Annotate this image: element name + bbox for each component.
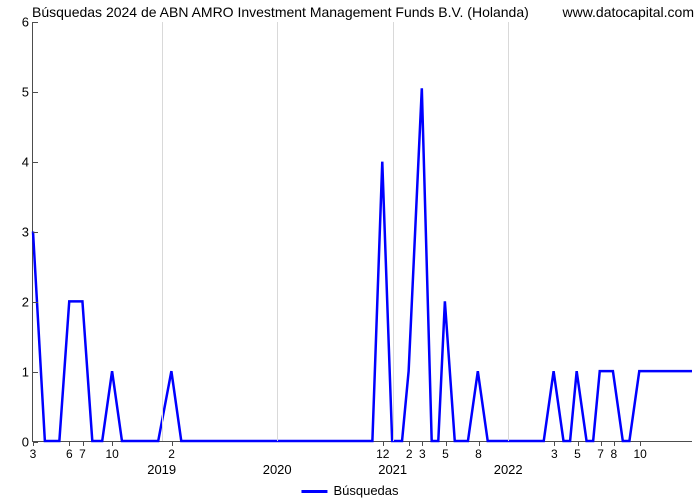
legend: Búsquedas <box>301 483 398 498</box>
x-tick <box>422 441 423 446</box>
x-sub-label: 5 <box>574 447 581 461</box>
x-tick <box>383 441 384 446</box>
chart-container: Búsquedas 2024 de ABN AMRO Investment Ma… <box>0 0 700 500</box>
x-sub-label: 10 <box>106 447 119 461</box>
x-year-label: 2019 <box>147 462 176 477</box>
y-tick-label: 5 <box>11 85 29 100</box>
y-tick <box>33 372 38 373</box>
y-tick-label: 6 <box>11 15 29 30</box>
x-tick <box>554 441 555 446</box>
x-tick <box>172 441 173 446</box>
grid-vertical <box>277 22 278 441</box>
x-year-label: 2021 <box>378 462 407 477</box>
x-tick <box>578 441 579 446</box>
x-sub-label: 10 <box>634 447 647 461</box>
x-year-label: 2022 <box>494 462 523 477</box>
y-tick-label: 2 <box>11 295 29 310</box>
x-tick <box>112 441 113 446</box>
x-tick <box>601 441 602 446</box>
chart-title: Búsquedas 2024 de ABN AMRO Investment Ma… <box>32 4 529 20</box>
title-line: Búsquedas 2024 de ABN AMRO Investment Ma… <box>32 4 694 20</box>
y-tick-label: 4 <box>11 155 29 170</box>
x-tick <box>479 441 480 446</box>
x-year-label: 2020 <box>263 462 292 477</box>
series-path <box>33 88 692 441</box>
y-tick-label: 0 <box>11 435 29 450</box>
y-tick <box>33 232 38 233</box>
x-sub-label: 8 <box>610 447 617 461</box>
grid-vertical <box>508 22 509 441</box>
x-sub-label: 5 <box>442 447 449 461</box>
y-tick <box>33 302 38 303</box>
grid-vertical <box>162 22 163 441</box>
grid-vertical <box>393 22 394 441</box>
x-tick <box>409 441 410 446</box>
legend-swatch <box>301 490 327 493</box>
x-tick <box>614 441 615 446</box>
x-sub-label: 8 <box>475 447 482 461</box>
x-sub-label: 3 <box>419 447 426 461</box>
x-sub-label: 3 <box>30 447 37 461</box>
y-tick <box>33 92 38 93</box>
y-tick <box>33 22 38 23</box>
plot-area: 0123456201920202021202236710212235835781… <box>32 22 692 442</box>
y-tick-label: 1 <box>11 365 29 380</box>
x-tick <box>69 441 70 446</box>
chart-watermark: www.datocapital.com <box>562 4 694 20</box>
y-tick <box>33 162 38 163</box>
x-sub-label: 6 <box>66 447 73 461</box>
x-sub-label: 7 <box>79 447 86 461</box>
x-sub-label: 7 <box>597 447 604 461</box>
legend-label: Búsquedas <box>333 483 398 498</box>
x-tick <box>446 441 447 446</box>
line-series <box>33 22 692 441</box>
y-tick-label: 3 <box>11 225 29 240</box>
x-sub-label: 2 <box>406 447 413 461</box>
x-tick <box>83 441 84 446</box>
x-sub-label: 12 <box>376 447 389 461</box>
x-tick <box>640 441 641 446</box>
x-sub-label: 2 <box>168 447 175 461</box>
x-tick <box>33 441 34 446</box>
x-sub-label: 3 <box>551 447 558 461</box>
